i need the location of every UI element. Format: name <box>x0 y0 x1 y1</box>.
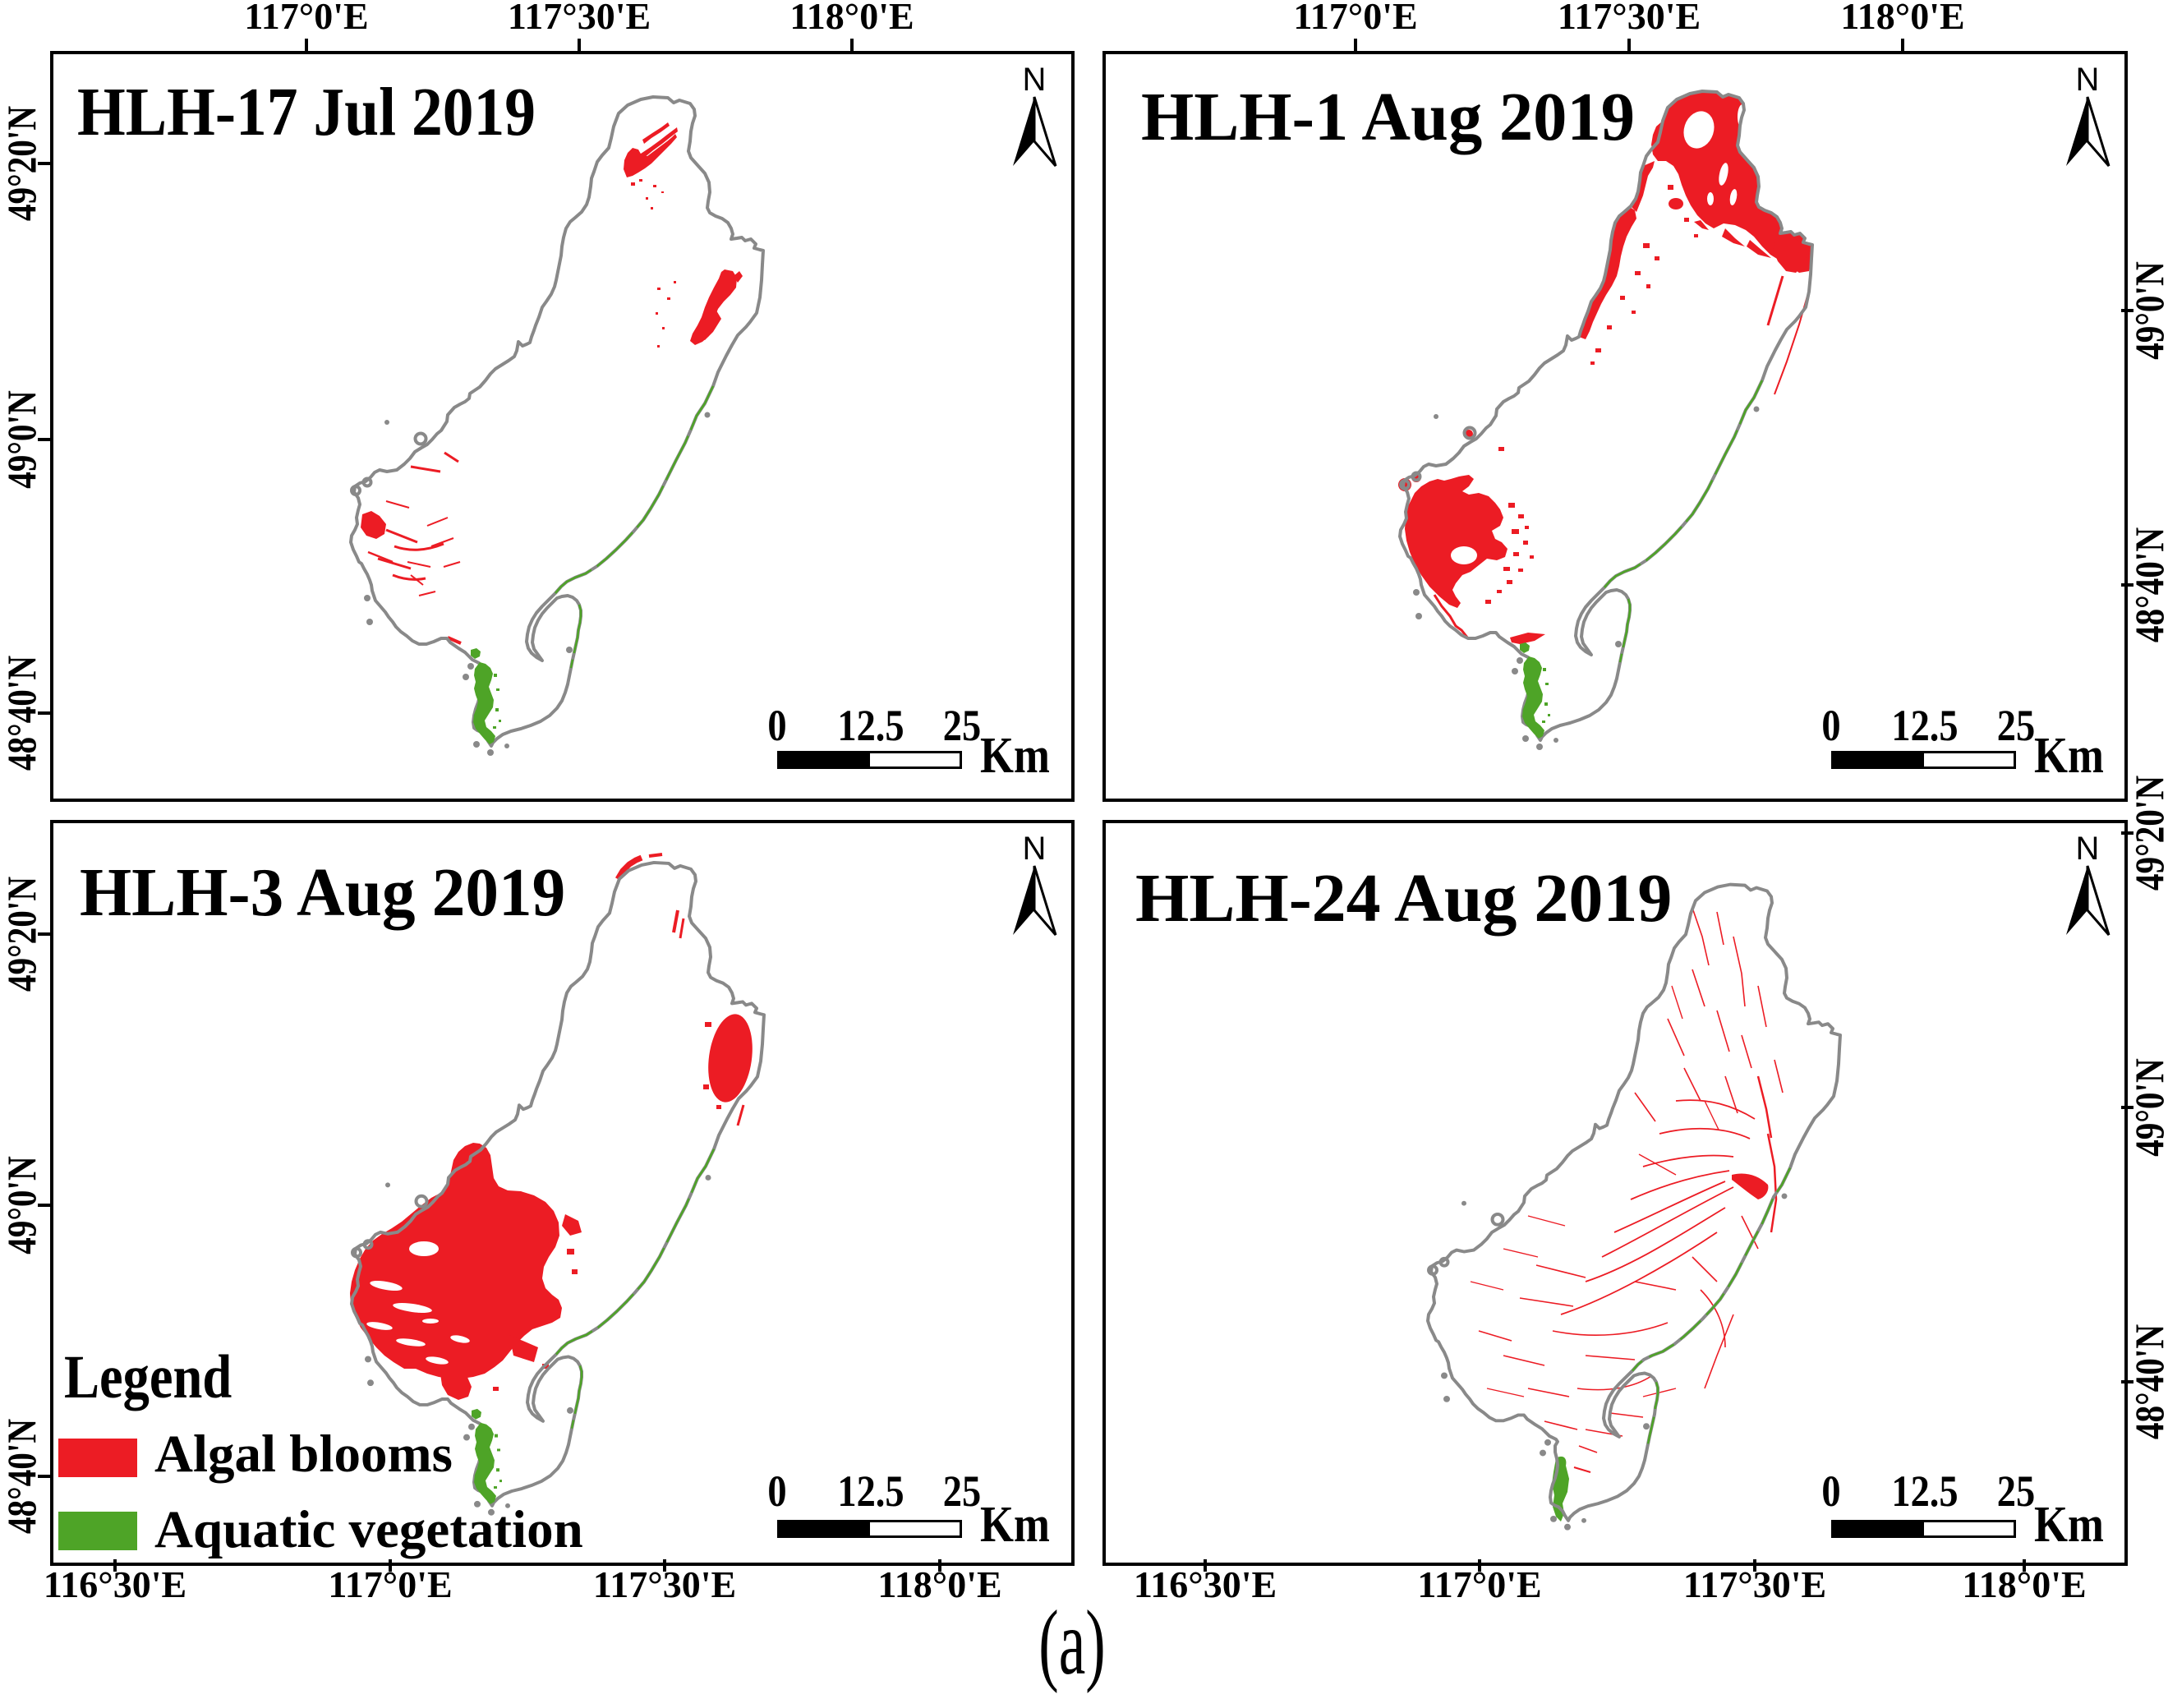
svg-text:N: N <box>2076 831 2100 867</box>
svg-text:N: N <box>2076 62 2100 98</box>
svg-text:N: N <box>1023 831 1047 867</box>
svg-text:N: N <box>1023 62 1047 98</box>
